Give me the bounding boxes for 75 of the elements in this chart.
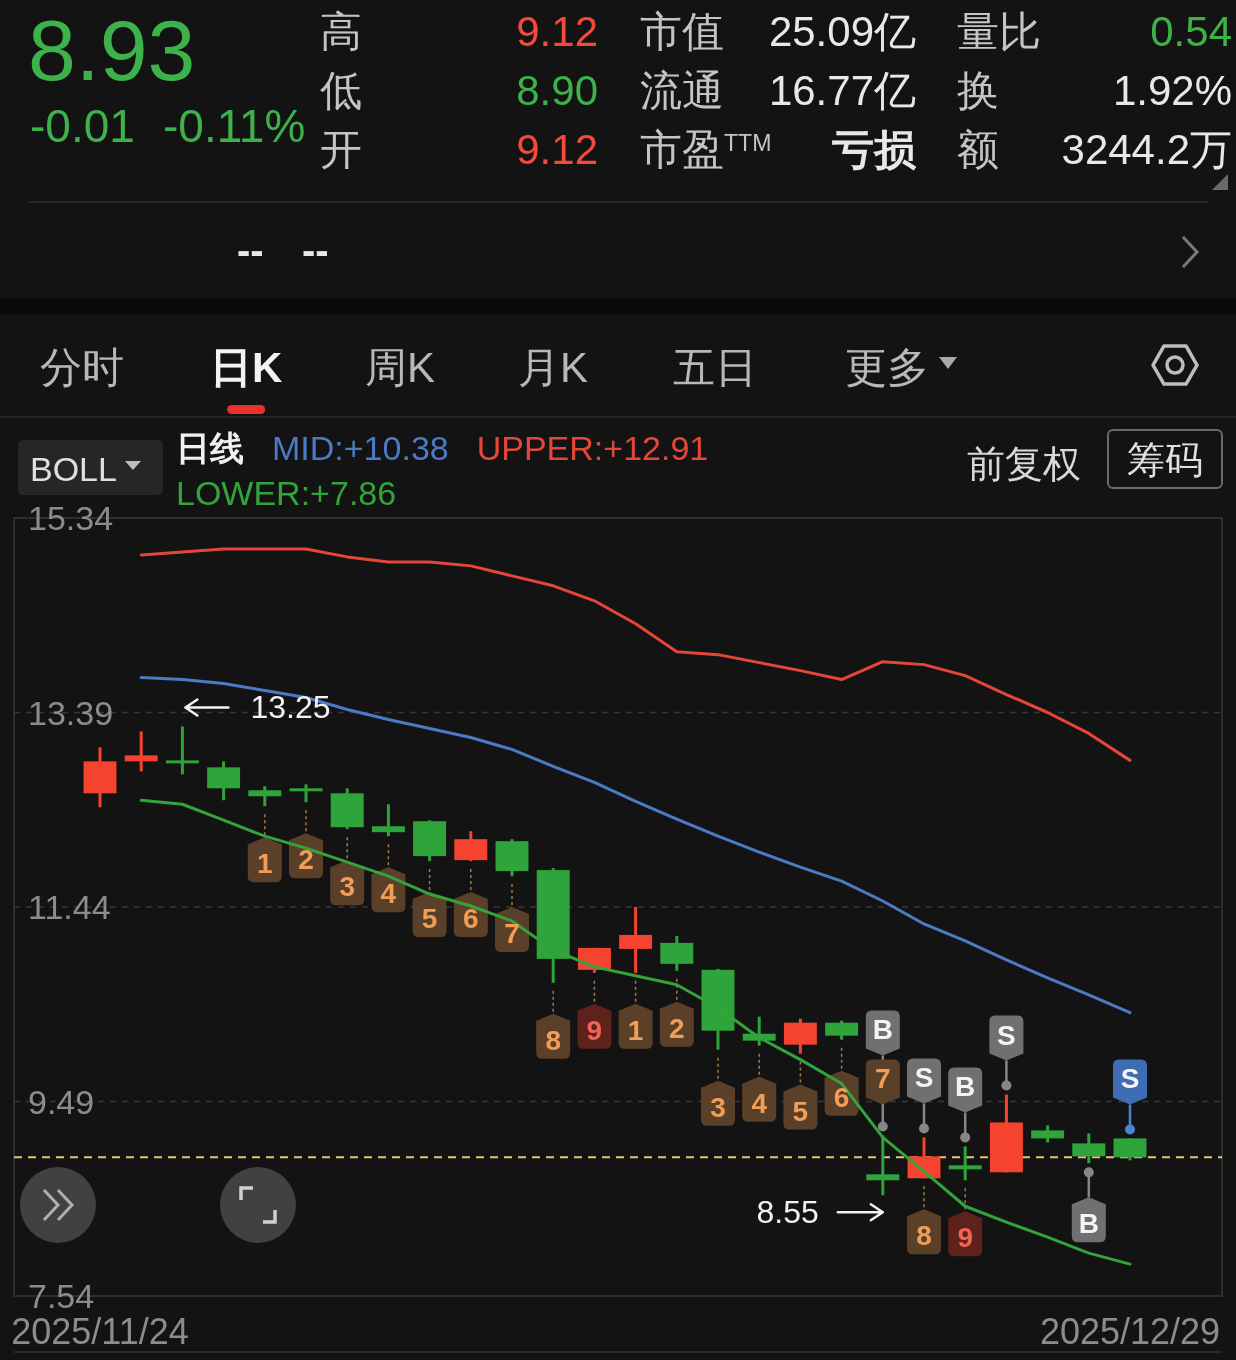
text: 高	[320, 8, 362, 55]
annotation: 8	[545, 1024, 561, 1056]
annotation: S	[914, 1062, 934, 1094]
annotation: S	[997, 1019, 1016, 1051]
text: 9.12	[516, 8, 598, 55]
text: MID:+10.38	[272, 429, 449, 467]
annotation: B	[1078, 1208, 1099, 1240]
y-tick-label: 9.49	[28, 1082, 95, 1121]
text: 额	[957, 126, 999, 173]
candlestick	[948, 1146, 982, 1181]
y-tick-label: 13.39	[28, 693, 114, 732]
text: 更多	[845, 344, 929, 391]
text: -0.01	[30, 100, 135, 152]
annotation: 1	[257, 848, 273, 880]
text: 0.54	[1150, 8, 1232, 55]
y-tick-label: 15.34	[28, 499, 114, 537]
text: 低	[320, 67, 362, 114]
text: 周K	[365, 344, 436, 391]
annotation: 6	[833, 1081, 850, 1113]
annotation: 4	[380, 878, 397, 910]
text: 8.90	[516, 67, 598, 114]
text: --	[302, 228, 329, 272]
annotation: S	[1120, 1063, 1140, 1095]
candlestick	[248, 786, 282, 807]
text: 市值	[640, 8, 724, 55]
text: -0.11%	[163, 100, 306, 152]
text: 市盈$^{TTM}$	[640, 126, 772, 173]
annotation: 5	[421, 903, 438, 935]
text: 流通	[640, 67, 724, 114]
annotation: 6	[463, 903, 479, 935]
text: UPPER:+12.91	[476, 429, 709, 467]
text: 9.12	[516, 126, 598, 173]
annotation: 4	[751, 1087, 768, 1119]
x-tick-label: 2025/12/29	[1039, 1311, 1221, 1352]
text: 分时	[40, 344, 124, 391]
candlestick	[165, 726, 199, 775]
candlestick	[371, 804, 405, 838]
candlestick	[124, 731, 158, 772]
annotation: 9	[957, 1222, 973, 1254]
text: BOLL	[30, 450, 117, 488]
annotation: 2	[669, 1012, 685, 1044]
text: 日K	[210, 344, 283, 391]
text: 五日	[673, 344, 757, 391]
annotation: B	[872, 1014, 893, 1046]
candlestick	[866, 1135, 900, 1196]
annotation: 8	[916, 1220, 932, 1252]
text: 量比	[957, 8, 1041, 55]
annotation: 2	[298, 844, 314, 876]
text: 25.09亿	[768, 8, 916, 55]
annotation: 3	[339, 871, 355, 903]
line-series	[139, 547, 1132, 762]
legend-title: 日线	[176, 429, 244, 467]
annotation: 7	[504, 918, 520, 950]
annotation: 8.55	[756, 1194, 819, 1231]
y-tick-label: 11.44	[28, 888, 111, 926]
text: --	[237, 228, 264, 272]
annotation: B	[955, 1071, 976, 1103]
annotation: 1	[627, 1014, 644, 1046]
text: 筹码	[1127, 439, 1203, 481]
annotation: 3	[710, 1091, 726, 1123]
text: 1.92%	[1112, 67, 1232, 114]
annotation: 7	[875, 1063, 891, 1095]
text: 3244.2万	[1061, 126, 1232, 173]
annotation: 9	[586, 1014, 603, 1046]
text: 16.77亿	[768, 67, 916, 114]
text: 亏损	[831, 126, 917, 173]
text: 换	[957, 67, 999, 114]
text: 8.93	[28, 2, 196, 98]
text: 月K	[518, 344, 589, 391]
text: 前复权	[967, 443, 1081, 485]
line-series	[139, 676, 1132, 1015]
text: 开	[320, 126, 362, 173]
annotation: 5	[792, 1095, 809, 1127]
text: LOWER:+7.86	[176, 474, 397, 512]
annotation: 13.25	[250, 689, 331, 726]
